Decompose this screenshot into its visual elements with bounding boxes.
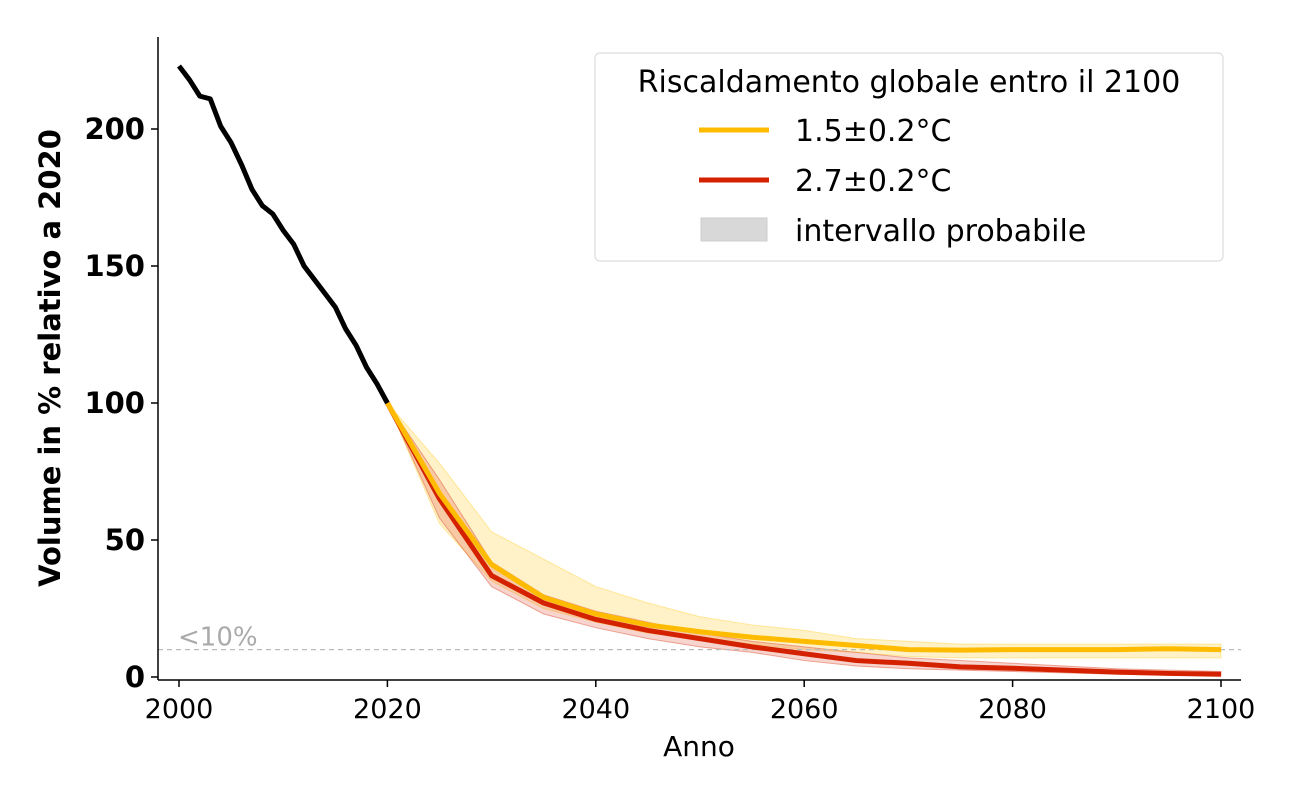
x-tick-label: 2040 xyxy=(561,694,630,725)
range-band-1 xyxy=(386,402,1222,659)
y-tick-label: 0 xyxy=(125,660,145,694)
series-line-1 xyxy=(385,401,1222,653)
bands xyxy=(386,402,1222,677)
x-tick-label: 2080 xyxy=(978,694,1047,725)
x-tick-label: 2000 xyxy=(145,694,214,725)
x-tick-label: 2020 xyxy=(353,694,422,725)
y-tick-label: 100 xyxy=(84,386,145,420)
y-tick-label: 50 xyxy=(105,523,145,557)
ticks: 0 50 100 150 200 2000 2020 2040 2060 2080 2100 xyxy=(84,112,1255,725)
legend-entry-range: intervallo probabile xyxy=(795,214,1086,249)
threshold-label: <10% xyxy=(178,623,258,653)
x-tick-label: 2100 xyxy=(1187,694,1256,725)
x-tick-label: 2060 xyxy=(770,694,839,725)
legend-swatch-range xyxy=(700,217,768,242)
legend-entry-1-5: 1.5±0.2°C xyxy=(795,114,952,149)
series-lines xyxy=(177,64,1222,677)
legend: Riscaldamento globale entro il 2100 1.5±… xyxy=(594,52,1224,262)
series-line-0 xyxy=(177,64,390,405)
series-line-2 xyxy=(385,401,1222,677)
y-axis-label: Volume in % relativo a 2020 xyxy=(33,129,67,587)
y-tick-label: 200 xyxy=(84,112,145,146)
x-axis-label: Anno xyxy=(663,730,735,763)
y-tick-label: 150 xyxy=(84,249,145,283)
legend-title: Riscaldamento globale entro il 2100 xyxy=(638,65,1181,100)
legend-entry-2-7: 2.7±0.2°C xyxy=(795,164,952,199)
